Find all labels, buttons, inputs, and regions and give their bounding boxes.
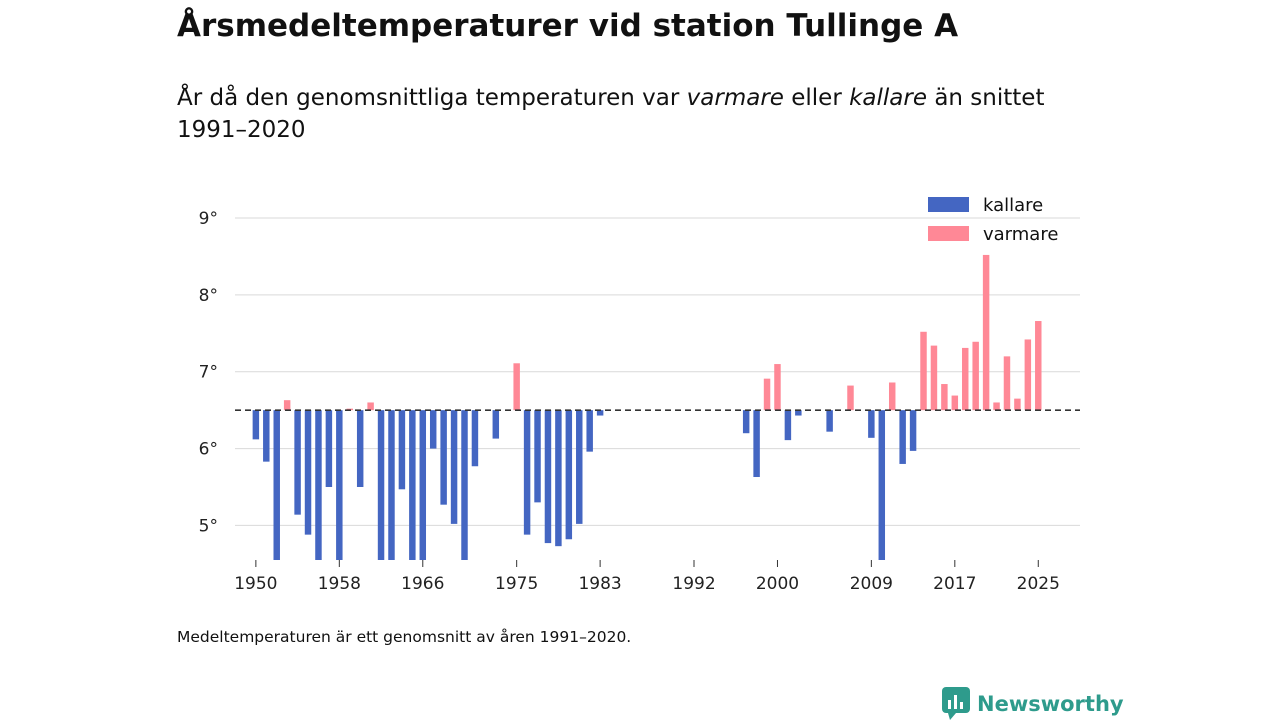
y-tick-label-8: 8° [199, 286, 218, 306]
bar-2016 [941, 384, 948, 411]
bar-1975 [513, 363, 520, 411]
bar-1976 [523, 410, 531, 535]
bar-2007 [847, 385, 854, 411]
bar-2013 [909, 410, 917, 451]
subtitle-warm-word: varmare [686, 85, 784, 111]
bar-2014 [920, 331, 927, 411]
x-tick-label-2000: 2000 [756, 574, 799, 594]
y-axis-ticks: 5° 6° 7° 8° 9° [199, 209, 218, 536]
newsworthy-logo-icon [942, 687, 970, 720]
bar-1980 [565, 410, 573, 540]
bar-1960 [356, 410, 364, 487]
chart-subtitle: År då den genomsnittliga temperaturen va… [177, 82, 1057, 146]
subtitle-part1: År då den genomsnittliga temperaturen va… [177, 85, 687, 111]
subtitle-cold-word: kallare [849, 85, 928, 111]
legend-swatch-varmare [928, 226, 969, 241]
bar-1952 [273, 410, 280, 560]
bar-1999 [763, 378, 771, 411]
bar-1955 [304, 410, 312, 535]
x-tick-label-1975: 1975 [495, 574, 538, 594]
bar-1967 [429, 410, 437, 449]
bar-2023 [1014, 398, 1021, 411]
x-tick-label-2009: 2009 [850, 574, 893, 594]
bar-2019 [972, 341, 979, 411]
bar-1966 [419, 410, 427, 560]
brand-name: Newsworthy [977, 692, 1124, 716]
x-tick-label-2025: 2025 [1017, 574, 1060, 594]
bar-1971 [471, 410, 479, 467]
x-tick-label-1950: 1950 [234, 574, 277, 594]
bar-2001 [784, 410, 792, 441]
bar-1983 [596, 410, 604, 416]
x-tick-label-1966: 1966 [401, 574, 444, 594]
bar-2022 [1003, 356, 1011, 411]
x-tick-label-2017: 2017 [933, 574, 976, 594]
y-tick-label-7: 7° [199, 363, 218, 383]
bar-2009 [868, 410, 875, 438]
bar-1954 [294, 410, 301, 515]
bar-1981 [576, 410, 583, 524]
x-tick-label-1958: 1958 [318, 574, 361, 594]
bar-1956 [315, 410, 322, 560]
y-tick-label-6: 6° [199, 440, 218, 460]
bar-2000 [774, 364, 781, 411]
subtitle-part3: än snittet 1991–2020 [177, 85, 1045, 143]
bar-2024 [1024, 339, 1032, 411]
bar-1997 [742, 410, 750, 434]
bar-1982 [586, 410, 593, 452]
bar-2025 [1035, 321, 1042, 411]
subtitle-part2: eller [783, 85, 850, 111]
chart-title: Årsmedeltemperaturer vid station Tulling… [177, 8, 959, 44]
bar-1965 [409, 410, 416, 560]
bar-1977 [534, 410, 541, 503]
bar-1964 [398, 410, 406, 490]
y-tick-label-5: 5° [199, 516, 218, 536]
bar-1998 [753, 410, 760, 478]
bar-1973 [492, 410, 500, 439]
bar-2021 [993, 402, 1000, 411]
bar-1951 [263, 410, 270, 462]
bar-1950 [252, 410, 260, 440]
legend-label-kallare: kallare [983, 195, 1043, 216]
bar-1968 [440, 410, 447, 505]
legend-label-varmare: varmare [983, 224, 1058, 245]
legend: kallare varmare [928, 195, 1058, 245]
bar-1961 [367, 402, 374, 411]
x-tick-label-1992: 1992 [672, 574, 715, 594]
grid-layer [235, 217, 1080, 526]
bar-1953 [283, 400, 291, 411]
bar-1979 [555, 410, 562, 547]
bar-1963 [388, 410, 395, 560]
bar-2011 [888, 382, 896, 411]
bar-2012 [899, 410, 906, 464]
bar-2015 [930, 345, 938, 411]
x-axis-ticks: 1950 1958 1966 1975 1983 1992 2000 2009 2017 2025 [234, 560, 1060, 594]
bar-1958 [336, 410, 343, 560]
bar-1962 [377, 410, 385, 560]
bar-2010 [878, 410, 886, 560]
x-tick-label-1983: 1983 [578, 574, 621, 594]
bar-2020 [982, 254, 990, 411]
bar-2018 [962, 347, 969, 411]
footnote: Medeltemperaturen är ett genomsnitt av å… [177, 628, 632, 646]
bar-2017 [951, 395, 959, 411]
bar-2002 [795, 410, 802, 416]
legend-swatch-kallare [928, 197, 969, 212]
y-tick-label-9: 9° [199, 209, 218, 229]
bar-1978 [544, 410, 552, 544]
brand-logo[interactable]: Newsworthy [942, 687, 1124, 721]
bar-2005 [826, 410, 833, 432]
bar-1970 [461, 410, 468, 560]
bar-1957 [325, 410, 333, 487]
bars [252, 254, 1042, 560]
bar-1969 [450, 410, 458, 524]
